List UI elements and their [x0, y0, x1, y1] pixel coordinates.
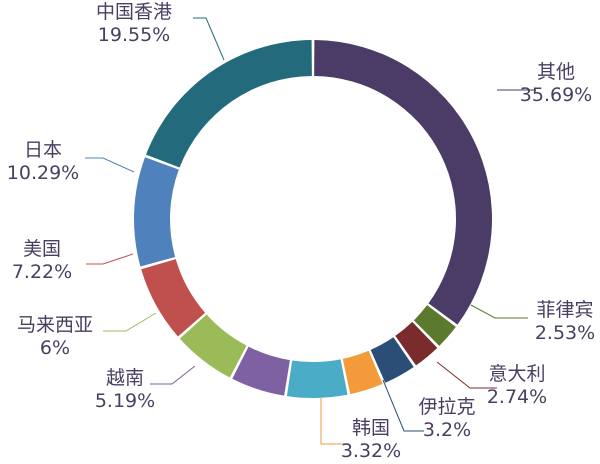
slice-label-percent-3: 3.2%	[423, 419, 471, 441]
slice-label-percent-1: 2.53%	[535, 322, 595, 344]
leader-lines	[85, 17, 536, 445]
leader-line-8	[86, 253, 134, 265]
leader-line-3	[382, 379, 424, 432]
slice-1	[413, 305, 456, 346]
slice-label-percent-7: 6%	[40, 337, 70, 359]
leader-line-10	[193, 17, 225, 61]
leader-line-7	[103, 312, 157, 332]
slice-5	[286, 359, 348, 398]
slice-label-name-7: 马来西亚	[17, 314, 93, 336]
slice-label-name-10: 中国香港	[96, 1, 172, 23]
slice-label-percent-10: 19.55%	[98, 24, 170, 46]
slice-label-name-8: 美国	[23, 238, 61, 260]
leader-line-9	[85, 157, 135, 173]
slice-label-percent-4: 3.32%	[341, 440, 401, 462]
donut-slices	[134, 40, 492, 398]
slice-6	[232, 346, 290, 396]
slice-label-percent-2: 2.74%	[487, 386, 547, 408]
slice-label-name-0: 其他	[537, 61, 575, 83]
slice-label-percent-9: 10.29%	[7, 162, 79, 184]
slice-label-name-4: 韩国	[352, 417, 390, 439]
slice-label-name-6: 越南	[106, 367, 144, 389]
slice-8	[141, 259, 206, 337]
slice-label-percent-6: 5.19%	[95, 390, 155, 412]
slice-label-name-1: 菲律宾	[536, 299, 593, 321]
slice-10	[145, 40, 312, 168]
slice-9	[134, 157, 179, 267]
slice-3	[370, 337, 414, 383]
slice-label-name-2: 意大利	[488, 363, 545, 385]
slice-4	[342, 350, 383, 395]
slice-7	[179, 314, 247, 378]
slice-label-percent-8: 7.22%	[12, 261, 72, 283]
slice-label-name-3: 伊拉克	[418, 396, 475, 418]
leader-line-6	[150, 365, 196, 385]
slice-label-name-9: 日本	[24, 139, 62, 161]
leader-line-4	[320, 398, 349, 445]
slice-2	[395, 321, 438, 366]
leader-line-1	[470, 304, 528, 319]
leader-line-2	[436, 361, 497, 389]
slice-label-percent-0: 35.69%	[520, 84, 592, 106]
slice-0	[314, 40, 492, 325]
